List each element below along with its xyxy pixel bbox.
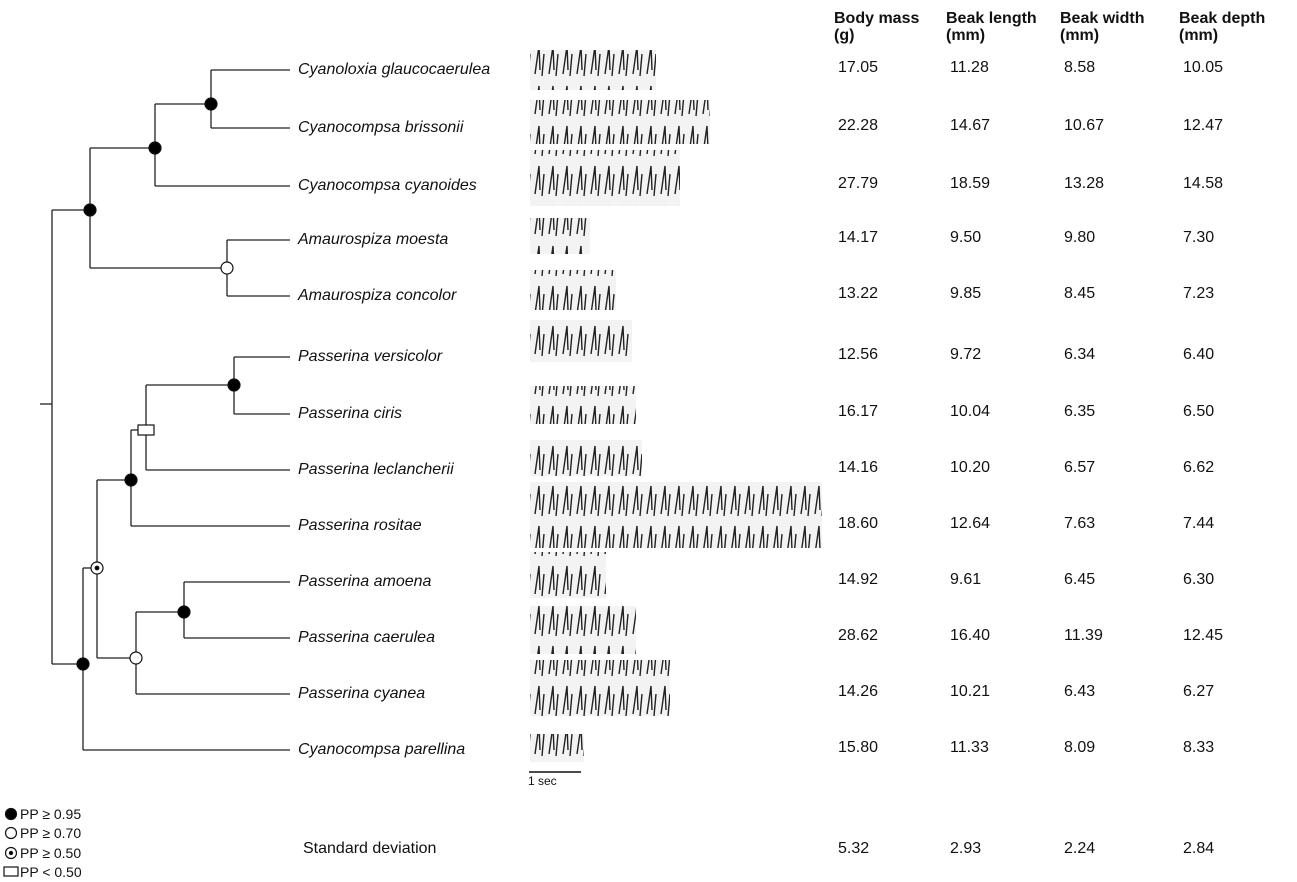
legend-label: PP ≥ 0.50 xyxy=(20,845,82,861)
table-cell: 2.84 xyxy=(1183,840,1215,857)
table-cell: 6.45 xyxy=(1064,571,1096,588)
table-cell: 6.40 xyxy=(1183,346,1215,363)
table-cell: 7.44 xyxy=(1183,515,1215,532)
table-cell: 7.63 xyxy=(1064,515,1096,532)
species-name: Passerina ciris xyxy=(298,405,403,422)
table-cell: 6.43 xyxy=(1064,683,1096,700)
table-cell: 10.20 xyxy=(950,459,991,476)
species-name: Cyanocompsa cyanoides xyxy=(298,177,477,194)
species-name: Cyanoloxia glaucocaerulea xyxy=(298,61,491,78)
table-cell: 6.27 xyxy=(1183,683,1215,700)
row-label: Standard deviation xyxy=(303,840,437,857)
species-name: Cyanocompsa brissonii xyxy=(298,119,464,136)
table-cell: 2.93 xyxy=(950,840,982,857)
table-cell: 13.22 xyxy=(838,285,879,302)
table-cell: 16.40 xyxy=(950,627,991,644)
table-cell: 9.85 xyxy=(950,285,982,302)
table-cell: 14.17 xyxy=(838,229,879,246)
species-name: Passerina leclancherii xyxy=(298,461,454,478)
table-cell: 15.80 xyxy=(838,739,879,756)
table-cell: 11.33 xyxy=(950,739,989,756)
table-cell: 6.62 xyxy=(1183,459,1215,476)
table-cell: 16.17 xyxy=(838,403,879,420)
table-cell: 9.80 xyxy=(1064,229,1096,246)
table-cell: 14.92 xyxy=(838,571,879,588)
table-cell: 12.64 xyxy=(950,515,991,532)
legend-label: PP < 0.50 xyxy=(20,864,82,880)
table-cell: 10.21 xyxy=(950,683,991,700)
legend-label: PP ≥ 0.95 xyxy=(20,806,82,822)
table-cell: 12.47 xyxy=(1183,117,1224,134)
table-cell: 5.32 xyxy=(838,840,870,857)
table-cell: 14.16 xyxy=(838,459,879,476)
table-cell: 7.23 xyxy=(1183,285,1215,302)
table-cell: 10.05 xyxy=(1183,59,1224,76)
column-header: Beak length (mm) xyxy=(946,10,1037,44)
species-name: Passerina cyanea xyxy=(298,685,426,702)
table-cell: 9.72 xyxy=(950,346,982,363)
table-cell: 7.30 xyxy=(1183,229,1215,246)
column-header: Beak width (mm) xyxy=(1060,10,1145,44)
species-name: Passerina amoena xyxy=(298,573,432,590)
column-header: Body mass (g) xyxy=(834,10,920,44)
scale-label: 1 sec xyxy=(528,774,557,788)
table-cell: 6.34 xyxy=(1064,346,1096,363)
table-cell: 11.28 xyxy=(950,59,989,76)
table-cell: 17.05 xyxy=(838,59,879,76)
table-cell: 14.58 xyxy=(1183,175,1224,192)
table-cell: 18.59 xyxy=(950,175,991,192)
table-cell: 14.26 xyxy=(838,683,879,700)
table-cell: 6.35 xyxy=(1064,403,1096,420)
table-cell: 14.67 xyxy=(950,117,991,134)
species-name: Passerina caerulea xyxy=(298,629,435,646)
tree-branches xyxy=(40,69,290,751)
species-name: Passerina versicolor xyxy=(298,348,443,365)
table-cell: 22.28 xyxy=(838,117,879,134)
table-cell: 12.56 xyxy=(838,346,879,363)
table-cell: 18.60 xyxy=(838,515,879,532)
table-cell: 8.45 xyxy=(1064,285,1096,302)
species-name: Amaurospiza concolor xyxy=(298,287,457,304)
table-cell: 11.39 xyxy=(1064,627,1103,644)
table-cell: 28.62 xyxy=(838,627,879,644)
table-cell: 8.33 xyxy=(1183,739,1215,756)
table-cell: 2.24 xyxy=(1064,840,1096,857)
table-cell: 10.04 xyxy=(950,403,991,420)
table-cell: 6.57 xyxy=(1064,459,1096,476)
table-cell: 12.45 xyxy=(1183,627,1224,644)
table-cell: 9.61 xyxy=(950,571,982,588)
spectrograms xyxy=(529,50,822,773)
species-name: Cyanocompsa parellina xyxy=(298,741,466,758)
species-name: Amaurospiza moesta xyxy=(298,231,449,248)
table-cell: 9.50 xyxy=(950,229,982,246)
legend-label: PP ≥ 0.70 xyxy=(20,825,82,841)
table-cell: 8.09 xyxy=(1064,739,1096,756)
table-cell: 10.67 xyxy=(1064,117,1105,134)
node-markers xyxy=(76,97,241,671)
species-name: Passerina rositae xyxy=(298,517,422,534)
table-cell: 8.58 xyxy=(1064,59,1096,76)
column-header: Beak depth (mm) xyxy=(1179,10,1266,44)
table-cell: 27.79 xyxy=(838,175,879,192)
table-cell: 6.50 xyxy=(1183,403,1215,420)
table-cell: 13.28 xyxy=(1064,175,1105,192)
table-cell: 6.30 xyxy=(1183,571,1215,588)
legend-symbols xyxy=(3,807,19,877)
